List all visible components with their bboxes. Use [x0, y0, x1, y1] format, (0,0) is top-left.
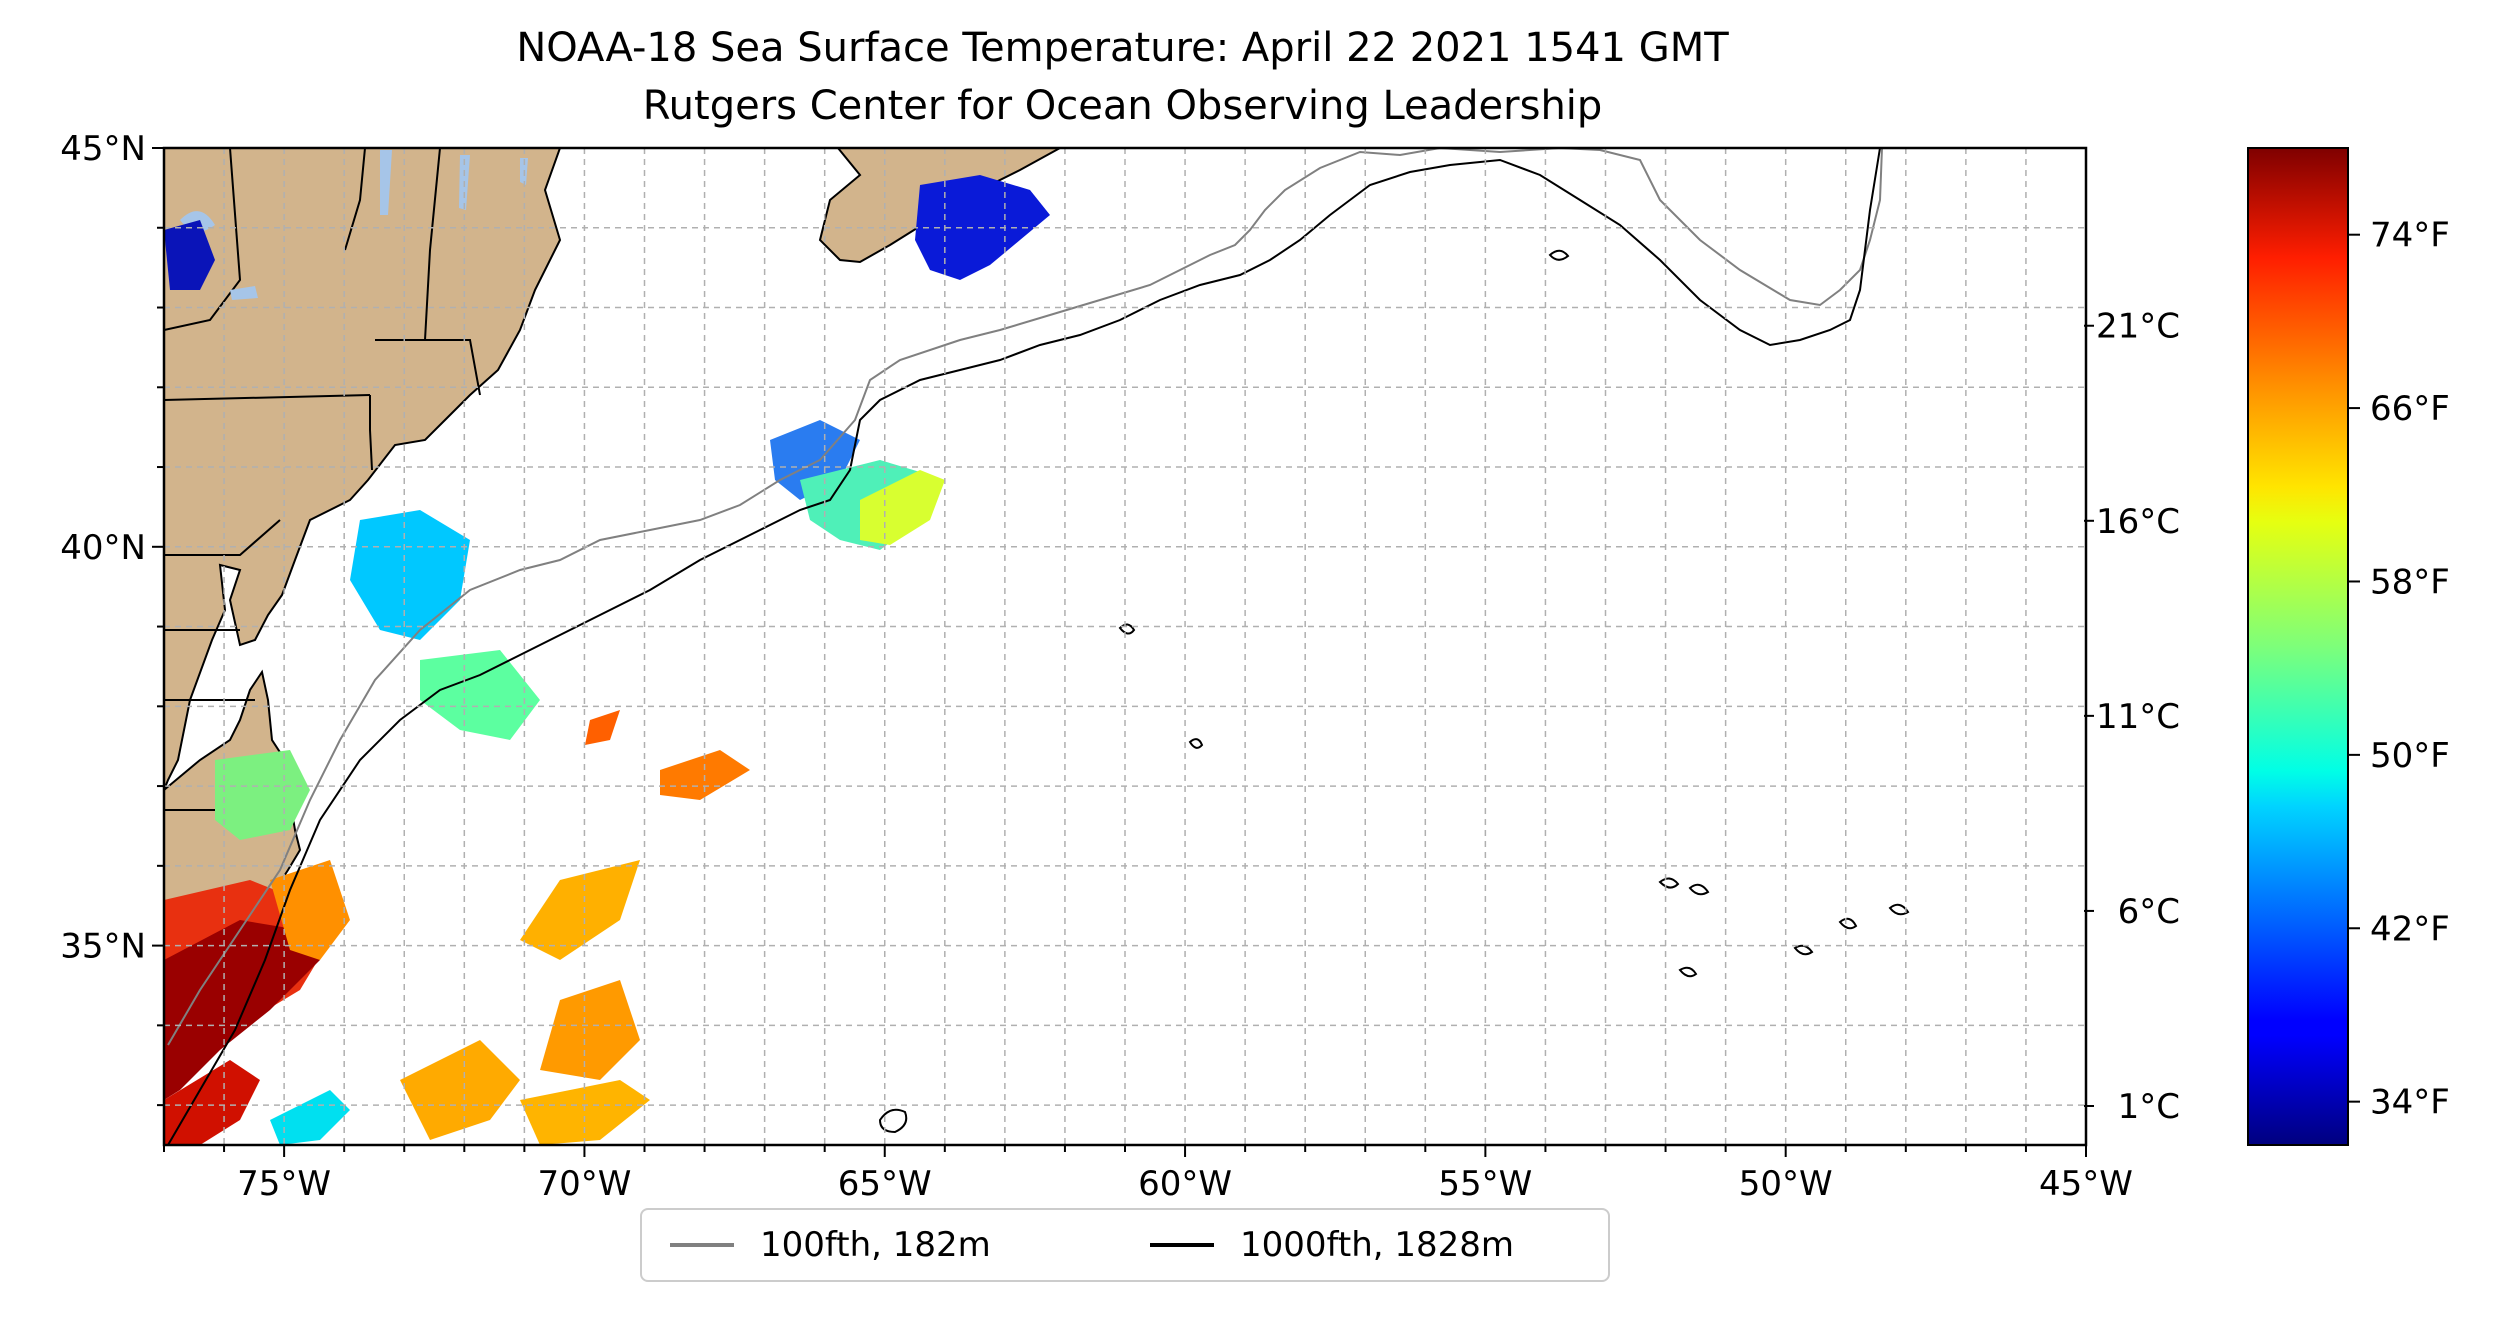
fahrenheit-tick-label: 66°F — [2370, 389, 2450, 429]
fahrenheit-tick-label: 42°F — [2370, 909, 2450, 949]
legend-label-1000fth: 1000fth, 1828m — [1240, 1225, 1515, 1265]
fahrenheit-tick-label: 34°F — [2370, 1083, 2450, 1123]
map-subtitle: Rutgers Center for Ocean Observing Leade… — [642, 83, 1603, 129]
celsius-tick-label: 6°C — [2118, 892, 2180, 932]
fahrenheit-tick-label: 58°F — [2370, 562, 2450, 602]
lon-tick-label: 65°W — [838, 1164, 932, 1204]
sst-patch-cyan-filament — [270, 1090, 350, 1145]
gridlines — [163, 147, 2087, 1145]
lon-tick-label: 45°W — [2039, 1164, 2133, 1204]
legend-item-1000fth: 1000fth, 1828m — [1150, 1210, 1514, 1280]
lat-tick-label: 35°N — [60, 927, 146, 967]
isobath-100fth — [167, 148, 1883, 1046]
lat-tick-label: 45°N — [60, 129, 146, 169]
isobath-1000fth — [167, 148, 1881, 1145]
sst-patch-offshore-1 — [520, 860, 640, 960]
sst-patch-mid-shelf — [420, 650, 540, 740]
sst-patch-warm-eddy — [585, 710, 620, 745]
land-us-east-coast — [164, 148, 562, 791]
lon-tick-label: 70°W — [537, 1164, 631, 1204]
sst-patch-offshore-5 — [270, 860, 350, 960]
legend-label-100fth: 100fth, 182m — [760, 1225, 991, 1265]
sst-patch-gulf-stream-core — [164, 920, 320, 1100]
sst-patch-offshore-4 — [520, 1080, 650, 1145]
map-axes: 75°W 70°W 65°W 60°W 55°W 50°W 45°W 45°N 40°N 35°N — [60, 129, 2133, 1204]
celsius-tick-label: 11°C — [2096, 697, 2180, 737]
celsius-tick-label: 1°C — [2118, 1087, 2180, 1127]
legend-swatch-gray — [670, 1243, 734, 1247]
colorbar-axes: 1°C 6°C 11°C 16°C 21°C 34°F 42°F 50°F 58°F 66°F 74… — [2084, 216, 2450, 1127]
sst-data — [164, 175, 1050, 1145]
lon-tick-label: 50°W — [1739, 1164, 1833, 1204]
fahrenheit-tick-label: 74°F — [2370, 216, 2450, 256]
celsius-tick-label: 16°C — [2096, 502, 2180, 542]
sst-patch-shelf-1 — [350, 510, 470, 640]
fahrenheit-tick-label: 50°F — [2370, 736, 2450, 776]
lat-tick-label: 40°N — [60, 528, 146, 568]
sst-patch-offshore-3 — [400, 1040, 520, 1140]
sst-patch-gulf-stream-south — [164, 1060, 260, 1145]
sst-patch-virginia — [215, 750, 310, 840]
celsius-tick-label: 21°C — [2096, 307, 2180, 347]
sst-patch-quebec-cold — [164, 220, 215, 290]
legend-item-100fth: 100fth, 182m — [670, 1210, 991, 1280]
state-borders — [164, 148, 481, 811]
colorbar — [2247, 147, 2349, 1146]
isobath-legend: 100fth, 182m 1000fth, 1828m — [640, 1208, 1610, 1282]
map-title: NOAA-18 Sea Surface Temperature: April 2… — [516, 25, 1729, 71]
lon-tick-label: 55°W — [1438, 1164, 1532, 1204]
legend-swatch-black — [1150, 1243, 1214, 1247]
sst-patch-ring — [860, 470, 945, 545]
sst-patch-offshore-2 — [540, 980, 640, 1080]
lon-tick-label: 60°W — [1138, 1164, 1232, 1204]
lon-tick-label: 75°W — [237, 1164, 331, 1204]
